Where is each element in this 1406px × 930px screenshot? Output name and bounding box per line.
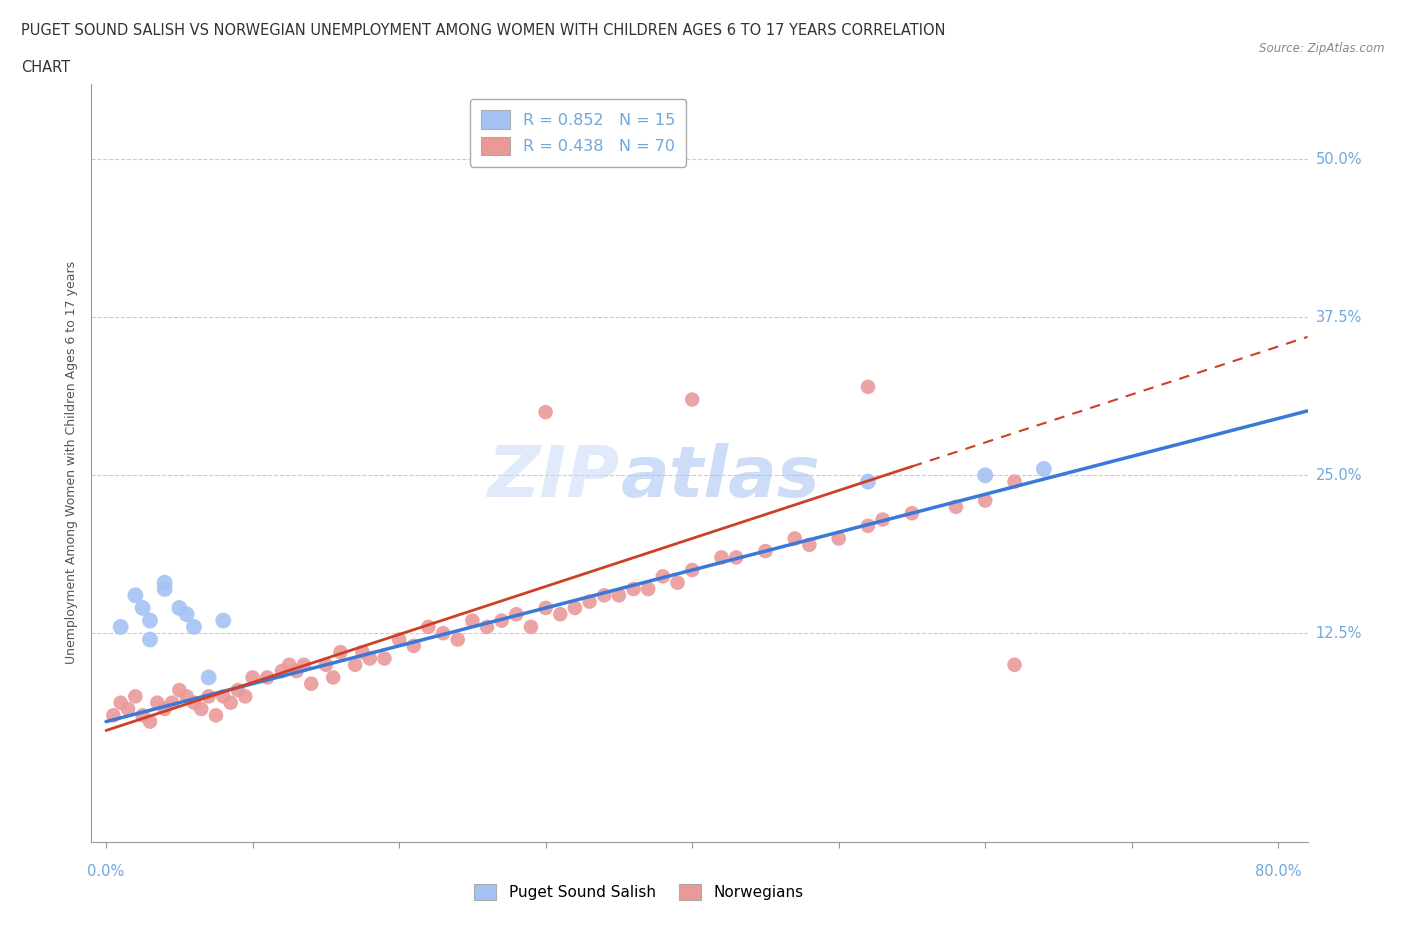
Text: 12.5%: 12.5% (1316, 626, 1362, 641)
Point (352, 644, 374, 659)
Point (856, 379, 879, 394)
Point (872, 512, 894, 527)
Point (212, 689, 235, 704)
Point (197, 670, 219, 684)
Point (117, 701, 139, 716)
Text: ZIP: ZIP (488, 444, 620, 512)
Point (160, 696, 183, 711)
Point (754, 544, 776, 559)
Point (828, 531, 851, 546)
Point (322, 670, 344, 684)
Point (270, 664, 292, 679)
Point (233, 689, 256, 704)
Point (681, 563, 703, 578)
Point (139, 632, 162, 647)
Point (1004, 658, 1026, 672)
Text: 25.0%: 25.0% (1316, 468, 1362, 483)
Point (183, 619, 205, 634)
Point (146, 696, 169, 711)
Point (219, 696, 242, 711)
Point (402, 638, 425, 653)
Point (491, 613, 513, 628)
Point (783, 531, 806, 546)
Point (388, 632, 411, 647)
Point (974, 468, 997, 483)
Point (1032, 461, 1054, 476)
Point (901, 506, 924, 521)
Point (131, 708, 153, 723)
Point (124, 689, 146, 704)
Point (1004, 474, 1026, 489)
Point (110, 696, 132, 711)
Point (242, 670, 264, 684)
Point (139, 613, 162, 628)
Point (564, 601, 586, 616)
Point (359, 651, 381, 666)
Point (856, 474, 879, 489)
Point (681, 392, 703, 407)
Point (139, 714, 162, 729)
Legend: Puget Sound Salish, Norwegians: Puget Sound Salish, Norwegians (467, 878, 810, 906)
Point (278, 658, 301, 672)
Point (623, 581, 645, 596)
Text: CHART: CHART (21, 60, 70, 75)
Point (256, 670, 278, 684)
Point (710, 550, 733, 565)
Point (153, 581, 176, 596)
Point (197, 689, 219, 704)
Point (548, 607, 571, 622)
Point (176, 607, 198, 622)
Point (329, 644, 352, 659)
Point (153, 701, 176, 716)
Point (461, 613, 484, 628)
Point (725, 550, 748, 565)
Point (292, 658, 315, 672)
Point (974, 493, 997, 508)
Point (169, 683, 191, 698)
Point (578, 594, 600, 609)
Point (169, 601, 191, 616)
Point (432, 626, 454, 641)
Point (593, 588, 616, 603)
Point (373, 651, 395, 666)
Point (110, 619, 132, 634)
Point (131, 601, 153, 616)
Point (637, 581, 659, 596)
Point (226, 683, 249, 698)
Point (534, 405, 557, 419)
Point (856, 518, 879, 533)
Point (651, 569, 673, 584)
Point (176, 689, 198, 704)
Text: 37.5%: 37.5% (1316, 310, 1362, 325)
Text: atlas: atlas (620, 444, 820, 512)
Point (299, 676, 322, 691)
Point (505, 607, 527, 622)
Point (418, 619, 440, 634)
Text: Source: ZipAtlas.com: Source: ZipAtlas.com (1260, 42, 1385, 55)
Point (534, 601, 557, 616)
Point (212, 613, 235, 628)
Point (799, 538, 821, 552)
Point (124, 588, 146, 603)
Point (447, 632, 470, 647)
Y-axis label: Unemployment Among Women with Children Ages 6 to 17 years: Unemployment Among Women with Children A… (65, 261, 79, 664)
Text: 50.0%: 50.0% (1316, 152, 1362, 167)
Point (520, 619, 543, 634)
Point (315, 658, 337, 672)
Point (475, 619, 498, 634)
Point (205, 708, 228, 723)
Text: 80.0%: 80.0% (1256, 864, 1302, 879)
Point (945, 499, 967, 514)
Point (666, 576, 689, 591)
Point (344, 658, 367, 672)
Point (103, 708, 125, 723)
Point (190, 701, 212, 716)
Point (607, 588, 630, 603)
Point (285, 664, 308, 679)
Point (153, 576, 176, 591)
Point (183, 696, 205, 711)
Text: PUGET SOUND SALISH VS NORWEGIAN UNEMPLOYMENT AMONG WOMEN WITH CHILDREN AGES 6 TO: PUGET SOUND SALISH VS NORWEGIAN UNEMPLOY… (21, 23, 946, 38)
Text: 0.0%: 0.0% (87, 864, 125, 879)
